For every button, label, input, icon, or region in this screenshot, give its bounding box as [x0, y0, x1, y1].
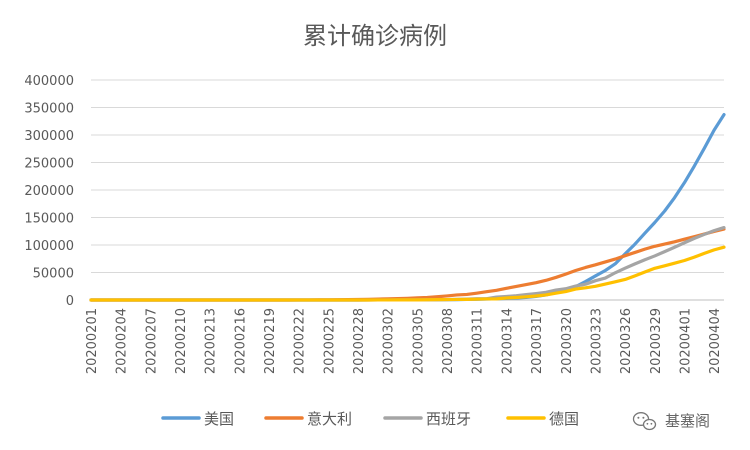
y-tick-label: 100000	[24, 239, 74, 254]
legend-label: 美国	[204, 410, 234, 428]
x-tick-label: 20200216	[233, 308, 248, 374]
x-tick-label: 20200207	[144, 308, 159, 374]
x-tick-label: 20200311	[471, 308, 486, 374]
x-tick-label: 20200213	[204, 308, 219, 374]
x-tick-label: 20200302	[382, 308, 397, 374]
series-line	[89, 225, 726, 302]
x-tick-label: 20200320	[560, 308, 575, 374]
x-tick-label: 20200323	[589, 308, 604, 374]
x-tick-label: 20200225	[322, 308, 337, 374]
legend-label: 德国	[549, 410, 579, 428]
x-tick-label: 20200404	[708, 308, 723, 374]
x-tick-label: 20200305	[411, 308, 426, 374]
y-tick-label: 300000	[24, 129, 74, 144]
legend-label: 西班牙	[426, 410, 471, 428]
series-line	[89, 227, 726, 302]
y-tick-label: 200000	[24, 184, 74, 199]
x-axis: 20200201 20200204 20200207 20200210 20200213…	[85, 299, 724, 374]
x-tick-label: 20200219	[263, 308, 278, 374]
x-tick-label: 20200201	[85, 308, 100, 374]
legend: 美国 意大利 西班牙 德国	[161, 410, 579, 428]
y-tick-label: 400000	[24, 74, 74, 89]
watermark-text: 基塞阁	[665, 412, 710, 430]
x-tick-label: 20200210	[174, 308, 189, 374]
x-tick-label: 20200204	[115, 308, 130, 374]
watermark: 基塞阁	[632, 412, 710, 431]
x-tick-label: 20200314	[500, 308, 515, 374]
y-tick-label: 50000	[33, 267, 74, 282]
y-tick-label: 250000	[24, 157, 74, 172]
x-tick-label: 20200228	[352, 308, 367, 374]
series-line	[89, 245, 726, 302]
x-tick-label: 20200317	[530, 308, 545, 374]
x-tick-label: 20200326	[619, 308, 634, 374]
gridlines	[91, 79, 724, 301]
series-lines	[89, 113, 726, 302]
y-tick-label: 150000	[24, 212, 74, 227]
y-tick-label: 350000	[24, 102, 74, 117]
chart-title: 累计确诊病例	[303, 22, 447, 50]
wechat-icon	[632, 412, 657, 431]
y-tick-label: 0	[66, 294, 74, 309]
x-tick-label: 20200308	[441, 308, 456, 374]
x-tick-label: 20200329	[649, 308, 664, 374]
x-tick-label: 20200222	[293, 308, 308, 374]
x-tick-label: 20200401	[678, 308, 693, 374]
y-axis-tick-labels: 0 50000 100000 150000 200000 250000 300000 3500…	[24, 74, 74, 309]
legend-label: 意大利	[307, 410, 352, 428]
